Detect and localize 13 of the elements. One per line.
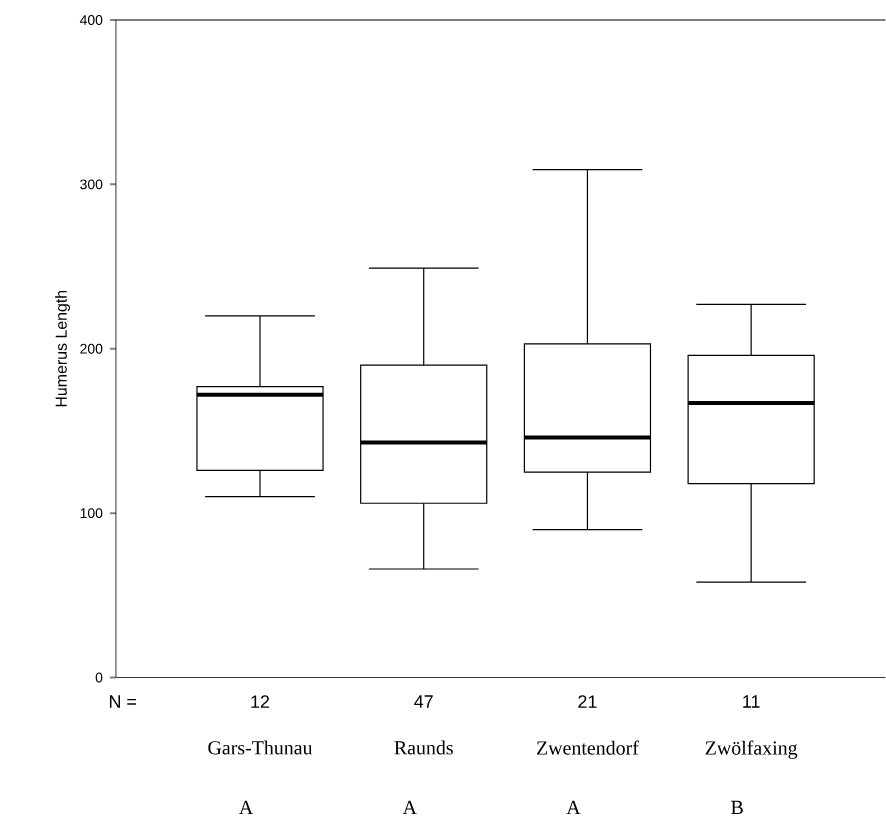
text: 11	[743, 695, 760, 708]
text: B	[731, 801, 743, 815]
x-tick-label: Zwentendorf	[536, 740, 639, 755]
text: 12	[251, 695, 270, 709]
text: A	[566, 801, 581, 815]
text: N =	[109, 695, 136, 708]
x-tick-label: Zwölfaxing	[705, 740, 798, 760]
text: 21	[578, 695, 597, 709]
x-tick-label: Gars-Thunau	[208, 740, 313, 755]
text: A	[239, 801, 254, 815]
text: 47	[414, 695, 433, 708]
text: A	[402, 801, 417, 815]
x-tick-label: Raunds	[394, 740, 453, 755]
